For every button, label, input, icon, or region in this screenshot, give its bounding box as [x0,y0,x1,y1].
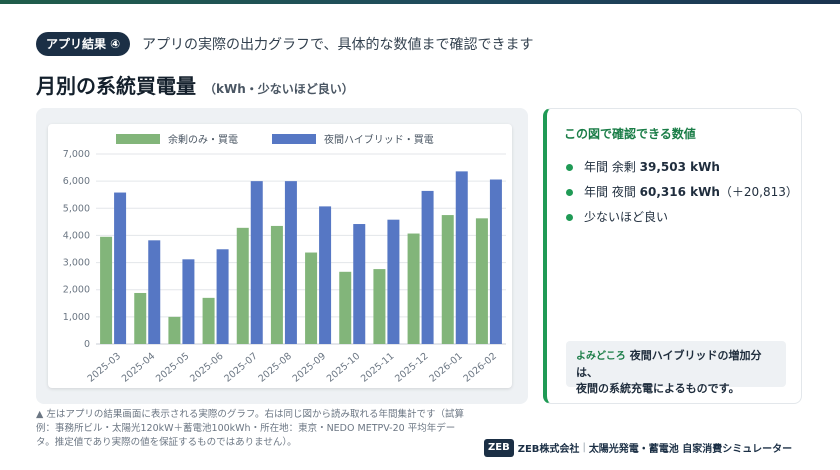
x-tick-label: 2025-11 [359,351,396,385]
footer: ZEB ZEB株式会社 | 太陽光発電・蓄電池 自家消費シミュレーター [484,437,793,457]
legend-swatch [272,134,316,144]
x-tick-label: 2025-07 [222,351,259,385]
result-badge: アプリ結果 ④ [36,32,131,56]
y-tick-label: 6,000 [63,176,90,187]
company-logo-badge: ZEB [484,438,514,457]
bar-night-hybrid [182,259,195,344]
bar-surplus-only [236,227,249,344]
info-item-label: 少ないほど良い [584,210,669,224]
bar-surplus-only [373,269,386,344]
x-tick-label: 2026-02 [461,351,498,385]
bar-night-hybrid [489,179,502,344]
info-item-label: 年間 夜間 [584,185,640,199]
legend-swatch [116,134,160,144]
bar-surplus-only [407,233,420,344]
title-unit: （kWh・少ないほど良い） [204,82,354,96]
x-tick-label: 2025-10 [325,351,362,385]
y-tick-label: 1,000 [63,312,90,323]
y-tick-label: 5,000 [63,203,90,214]
reading-point-note: よみどころ 夜間ハイブリッドの増加分は、 夜間の系統充電によるものです。 [566,341,786,395]
x-tick-label: 2025-09 [291,351,328,385]
bar-night-hybrid [284,181,297,344]
bullet-dot [566,164,573,171]
page-title-row: 月別の系統買電量 （kWh・少ないほど良い） [36,70,354,99]
bar-night-hybrid [455,171,468,344]
x-tick-label: 2025-12 [393,351,430,385]
note-bold: 夜間ハイブリッドの増加分は、 [576,349,762,379]
bar-night-hybrid [216,249,229,344]
bar-surplus-only [202,297,215,344]
info-item-less-is-better: 少ないほど良い [566,208,798,233]
bar-night-hybrid [387,219,400,344]
info-item-suffix: （＋20,813） [719,185,798,199]
info-item-value: 39,503 kWh [639,160,720,174]
bar-night-hybrid [250,181,263,344]
x-tick-label: 2025-04 [120,351,157,385]
note-text: 夜間の系統充電によるものです。 [576,382,740,395]
y-tick-label: 0 [84,339,90,350]
y-tick-label: 3,000 [63,258,90,269]
monthly-grid-purchase-chart: 0 1,000 2,000 3,000 4,000 5,000 6,000 7,000 2025… [63,133,506,385]
note-tag: よみどころ [576,351,626,362]
bar-surplus-only [168,316,181,344]
x-tick-label: 2025-03 [86,351,123,385]
y-tick-label: 7,000 [63,149,90,160]
y-tick-label: 4,000 [63,230,90,241]
bar-surplus-only [475,218,488,344]
bullet-dot [566,189,573,196]
figure-caption: ▲ 左はアプリの結果画面に表示される実際のグラフ。右は同じ図から読み取れる年間集… [36,409,464,448]
bar-surplus-only [441,215,454,344]
info-item-surplus-annual: 年間 余剰 39,503 kWh [566,158,798,183]
company-name: ZEB株式会社 [517,444,580,455]
bullet-dot [566,214,573,221]
info-list: 年間 余剰 39,503 kWh 年間 夜間 60,316 kWh（＋20,81… [566,158,798,233]
top-accent-bar [0,0,840,4]
bar-night-hybrid [148,240,161,344]
bar-night-hybrid [114,192,127,344]
page-title: 月別の系統買電量 [36,74,196,98]
bar-surplus-only [270,225,283,344]
bar-night-hybrid [319,206,332,344]
info-item-night-annual: 年間 夜間 60,316 kWh（＋20,813） [566,183,798,208]
x-tick-label: 2025-08 [256,351,293,385]
bar-night-hybrid [421,190,434,344]
bar-surplus-only [305,252,318,344]
bar-night-hybrid [353,224,366,344]
bar-surplus-only [134,292,147,344]
footer-separator: | [582,442,586,453]
bar-surplus-only [100,236,113,344]
info-item-label: 年間 余剰 [584,160,640,174]
info-title: この図で確認できる数値 [564,127,696,141]
y-tick-label: 2,000 [63,285,90,296]
legend-label: 余剰のみ・買電 [168,133,238,146]
bar-surplus-only [339,271,352,344]
info-item-value: 60,316 kWh [639,185,720,199]
page-subtitle: アプリの実際の出力グラフで、具体的な数値まで確認できます [142,37,534,53]
x-tick-label: 2025-05 [154,351,191,385]
product-name: 太陽光発電・蓄電池 自家消費シミュレーター [588,444,793,455]
x-tick-label: 2025-06 [188,351,225,385]
x-tick-label: 2026-01 [427,351,464,385]
legend-label: 夜間ハイブリッド・買電 [324,133,434,146]
